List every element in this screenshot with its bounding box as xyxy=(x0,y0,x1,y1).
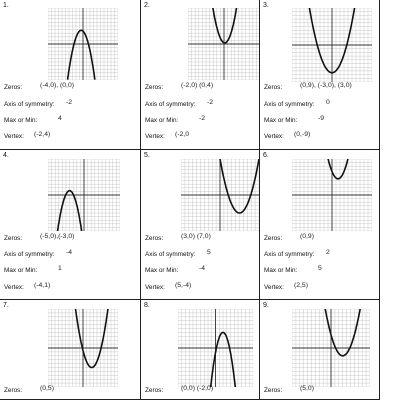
field-label-maxmin: Max or Min: xyxy=(145,117,179,124)
problem-cell: 8. Zeros: (0,0) (-2,0) xyxy=(141,300,260,400)
field-label-zeros: Zeros: xyxy=(264,84,283,91)
answer-vertex: (5,-4) xyxy=(175,282,192,289)
answer-zeros: (5,0) xyxy=(300,385,314,392)
field-label-vertex: Vertex: xyxy=(145,133,165,140)
answer-vertex: (-2,0 xyxy=(175,131,189,138)
field-label-axis: Axis of symmetry: xyxy=(264,101,315,108)
parabola-curve xyxy=(219,159,259,214)
coordinate-graph xyxy=(48,159,120,231)
problem-cell: 9. Zeros: (5,0) xyxy=(260,300,380,400)
answer-zeros: (-2,0) (0,4) xyxy=(181,82,214,89)
coordinate-graph xyxy=(178,309,253,387)
problem-number: 7. xyxy=(3,302,9,309)
answer-vertex: (-2,4) xyxy=(34,131,51,138)
problem-cell: 7. Zeros: (0,5) xyxy=(0,300,141,400)
answer-vertex: (0,-9) xyxy=(294,131,311,138)
field-label-zeros: Zeros: xyxy=(4,84,23,91)
field-label-axis: Axis of symmetry: xyxy=(145,101,196,108)
field-label-maxmin: Max or Min: xyxy=(145,267,179,274)
problem-cell: 3. Zeros: (0,9), (-3,0), (3,0) Axis of symm… xyxy=(260,0,380,150)
answer-zeros: (0,5) xyxy=(40,385,54,392)
problem-number: 2. xyxy=(144,2,150,9)
answer-maxmin: -2 xyxy=(199,115,206,122)
coordinate-graph xyxy=(292,159,372,231)
parabola-curve xyxy=(212,8,238,44)
field-label-maxmin: Max or Min: xyxy=(264,267,298,274)
field-label-axis: Axis of symmetry: xyxy=(4,101,55,108)
problem-number: 1. xyxy=(3,2,9,9)
field-label-vertex: Vertex: xyxy=(264,133,284,140)
answer-axis: 2 xyxy=(326,249,330,256)
field-label-zeros: Zeros: xyxy=(145,235,164,242)
coordinate-graph xyxy=(292,309,370,387)
problem-number: 3. xyxy=(263,2,269,9)
coordinate-graph xyxy=(48,8,118,80)
problem-cell: 5. Zeros: (3,0) (7,0) Axis of symmetry: 5 Max… xyxy=(141,150,260,300)
answer-zeros: (-4,0), (0,0) xyxy=(40,82,74,89)
parabola-curve xyxy=(308,8,356,74)
answer-vertex: (2,5) xyxy=(294,282,308,289)
answer-zeros: (-5,0),(-3,0) xyxy=(40,233,75,240)
problem-cell: 6. Zeros: (0,9) Axis of symmetry: 2 Max or Mi… xyxy=(260,150,380,300)
answer-axis: 5 xyxy=(207,249,211,256)
answer-maxmin: -9 xyxy=(318,115,325,122)
problem-number: 6. xyxy=(263,152,269,159)
field-label-vertex: Vertex: xyxy=(264,284,284,291)
answer-maxmin: 5 xyxy=(318,265,322,272)
parabola-curve xyxy=(66,29,96,80)
field-label-maxmin: Max or Min: xyxy=(4,117,38,124)
parabola-curve xyxy=(209,331,237,387)
field-label-zeros: Zeros: xyxy=(145,387,164,394)
answer-maxmin: 1 xyxy=(58,265,62,272)
field-label-zeros: Zeros: xyxy=(264,387,283,394)
field-label-zeros: Zeros: xyxy=(4,387,23,394)
answer-zeros: (0,9) xyxy=(300,233,314,240)
field-label-maxmin: Max or Min: xyxy=(264,117,298,124)
parabola-curve xyxy=(327,159,349,180)
answer-maxmin: -4 xyxy=(199,265,206,272)
answer-zeros: (0,0) (-2,0) xyxy=(181,385,214,392)
coordinate-graph xyxy=(188,8,259,80)
coordinate-graph xyxy=(292,8,372,82)
problem-number: 8. xyxy=(144,302,150,309)
answer-axis: 0 xyxy=(326,99,330,106)
answer-zeros: (3,0) (7,0) xyxy=(181,233,211,240)
problem-number: 5. xyxy=(144,152,150,159)
problem-cell: 1. Zeros: (-4,0), (0,0) Axis of symmetry: -2… xyxy=(0,0,141,150)
answer-axis: -2 xyxy=(207,99,214,106)
answer-vertex: (-4,1) xyxy=(34,282,51,289)
problem-number: 9. xyxy=(263,302,269,309)
field-label-axis: Axis of symmetry: xyxy=(264,251,315,258)
parabola-curve xyxy=(74,309,109,369)
parabola-curve xyxy=(56,189,83,231)
problem-number: 4. xyxy=(3,152,9,159)
parabola-curve xyxy=(324,309,361,357)
answer-maxmin: 4 xyxy=(58,115,62,122)
field-label-zeros: Zeros: xyxy=(264,235,283,242)
answer-axis: -2 xyxy=(66,99,73,106)
field-label-axis: Axis of symmetry: xyxy=(145,251,196,258)
field-label-zeros: Zeros: xyxy=(145,84,164,91)
problem-cell: 2. Zeros: (-2,0) (0,4) Axis of symmetry: -2 M… xyxy=(141,0,260,150)
header-text: … … … … … … … … … … xyxy=(0,0,400,3)
answer-axis: -4 xyxy=(66,249,73,256)
field-label-maxmin: Max or Min: xyxy=(4,267,38,274)
field-label-vertex: Vertex: xyxy=(4,284,24,291)
answer-zeros: (0,9), (-3,0), (3,0) xyxy=(300,82,352,89)
field-label-vertex: Vertex: xyxy=(145,284,165,291)
field-label-zeros: Zeros: xyxy=(4,235,23,242)
coordinate-graph xyxy=(48,309,118,387)
problem-cell: 4. Zeros: (-5,0),(-3,0) Axis of symmetry: -4… xyxy=(0,150,141,300)
coordinate-graph xyxy=(181,159,259,231)
header-text-value: … … … … … … … … … … xyxy=(20,0,95,2)
field-label-axis: Axis of symmetry: xyxy=(4,251,55,258)
field-label-vertex: Vertex: xyxy=(4,133,24,140)
